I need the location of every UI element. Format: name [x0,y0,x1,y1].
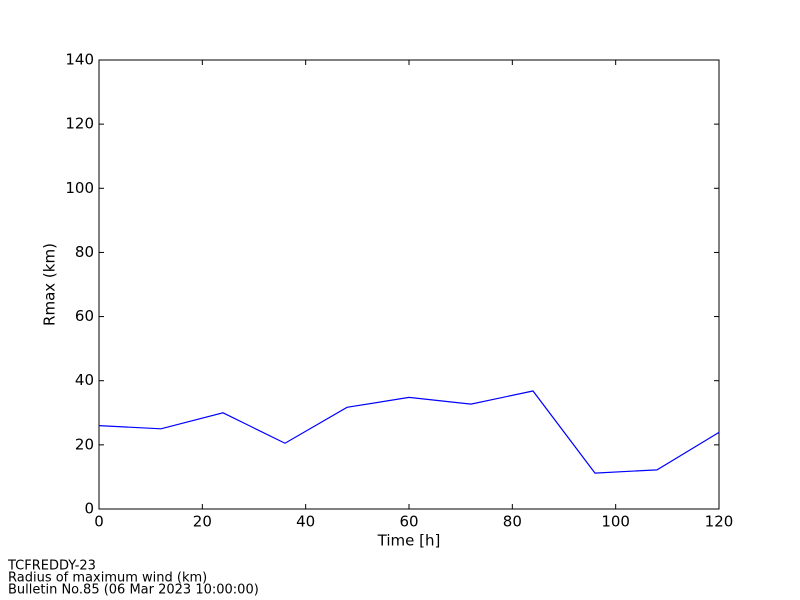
y-axis-label: Rmax (km) [41,243,59,326]
x-axis-label: Time [h] [377,532,441,550]
footer-note: Bulletin No.85 (06 Mar 2023 10:00:00) [8,583,259,598]
y-tick-label: 120 [65,115,94,133]
y-tick-label: 0 [84,500,94,518]
footer-note: Radius of maximum wind (km) [8,571,207,586]
y-tick-label: 80 [75,243,94,261]
data-line [98,390,720,474]
x-tick-label: 40 [296,513,315,531]
x-tick-label: 0 [94,513,104,531]
x-tick-label: 60 [399,513,418,531]
y-tick-label: 60 [75,307,94,325]
x-tick-label: 100 [601,513,630,531]
y-tick-label: 20 [75,435,94,453]
y-tick-label: 140 [65,51,94,69]
y-tick-label: 100 [65,179,94,197]
y-tick-label: 40 [75,371,94,389]
plot-frame [98,59,720,510]
x-tick-label: 80 [503,513,522,531]
x-tick-label: 20 [193,513,212,531]
footer-note: TCFREDDY-23 [7,559,96,574]
x-tick-label: 120 [705,513,734,531]
